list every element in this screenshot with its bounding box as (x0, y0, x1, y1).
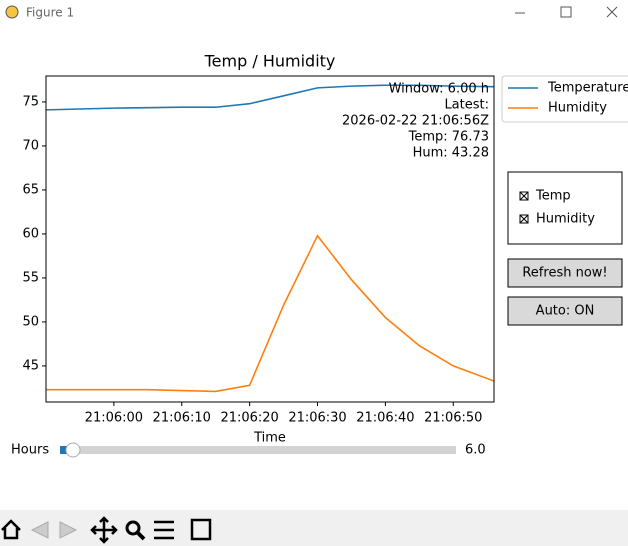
checkbox-panel (507, 171, 623, 245)
x-tick-label: 21:06:30 (288, 411, 346, 426)
button-label: Auto: ON (536, 304, 595, 319)
checkbox-check (519, 214, 529, 224)
checkbox-label: Temp (535, 189, 571, 204)
toolbar-icons (1, 516, 212, 544)
configure-icon[interactable] (154, 520, 174, 540)
home-icon[interactable] (1, 519, 21, 540)
annotation-line: Latest: (444, 98, 489, 113)
y-tick-label: 70 (22, 138, 39, 153)
plot (46, 84, 494, 393)
y-tick-label: 55 (22, 270, 39, 285)
y-tick-label: 45 (22, 358, 39, 373)
auto-button[interactable] (507, 296, 623, 326)
button-label: Refresh now! (522, 266, 607, 281)
slider-knob[interactable] (65, 442, 81, 458)
plot-frame (45, 75, 495, 403)
slider-value: 6.0 (465, 443, 486, 458)
legend: Temperature Humidity (501, 75, 628, 123)
checkbox[interactable]: Temp (519, 189, 571, 204)
annotation-line: Hum: 43.28 (413, 146, 489, 161)
series-line (46, 234, 494, 393)
x-tick-label: 21:06:20 (220, 411, 278, 426)
title-bar (0, 0, 628, 26)
annotation-line: Window: 6.00 h (389, 82, 489, 97)
checkbox[interactable]: Humidity (519, 212, 595, 227)
x-tick-label: 21:06:40 (356, 411, 414, 426)
save-icon[interactable] (190, 518, 212, 541)
refresh-button[interactable] (507, 258, 623, 288)
annotation-line: 2026-02-22 21:06:56Z (342, 114, 489, 129)
app-icon (5, 5, 19, 19)
checkbox-label: Humidity (536, 212, 595, 227)
x-axis-label: Time (253, 431, 286, 446)
pan-icon[interactable] (90, 516, 118, 544)
x-tick-label: 21:06:50 (424, 411, 482, 426)
legend-label: Humidity (548, 101, 607, 116)
y-tick-label: 65 (22, 182, 39, 197)
zoom-handle (135, 530, 146, 541)
x-tick-label: 21:06:10 (153, 411, 211, 426)
window-title: Figure 1 (26, 6, 74, 20)
y-tick-label: 60 (22, 226, 39, 241)
checkbox-check (519, 191, 529, 201)
forward-icon[interactable] (59, 521, 78, 539)
slider-label: Hours (11, 443, 49, 458)
series-line (46, 84, 494, 111)
close-button[interactable] (606, 6, 618, 18)
slider-track[interactable] (60, 446, 456, 454)
x-tick-label: 21:06:00 (85, 411, 143, 426)
chart-title: Temp / Humidity (204, 52, 336, 71)
zoom-icon[interactable] (125, 520, 141, 536)
annotation-line: Temp: 76.73 (408, 130, 489, 145)
back-icon[interactable] (30, 521, 49, 539)
maximize-button[interactable] (560, 6, 572, 18)
y-tick-label: 50 (22, 314, 39, 329)
legend-label: Temperature (547, 81, 628, 96)
y-tick-label: 75 (22, 94, 39, 109)
